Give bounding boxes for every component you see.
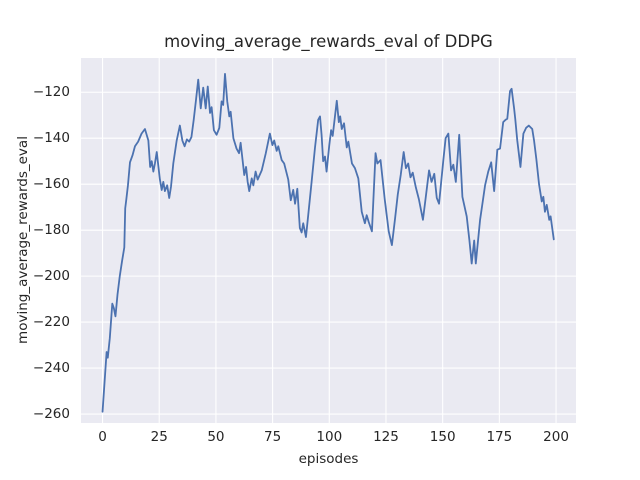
x-tick-label: 200 xyxy=(543,429,569,445)
y-axis-label: moving_average_rewards_eval xyxy=(15,136,31,344)
y-tick-label: −240 xyxy=(32,360,70,377)
series-line xyxy=(101,72,555,413)
chart-title: moving_average_rewards_eval of DDPG xyxy=(164,32,493,51)
line-plot xyxy=(81,58,576,423)
y-tick-label: −160 xyxy=(32,176,70,193)
y-tick-label: −180 xyxy=(32,222,70,239)
y-tick-label: −200 xyxy=(32,268,70,285)
x-tick-label: 50 xyxy=(207,429,225,445)
x-tick-label: 125 xyxy=(373,429,399,445)
x-tick-label: 100 xyxy=(316,429,343,445)
y-tick-label: −120 xyxy=(32,84,70,101)
y-tick-label: −140 xyxy=(32,130,70,147)
x-tick-label: 150 xyxy=(429,429,456,445)
y-tick-label: −220 xyxy=(32,314,70,331)
x-tick-label: 0 xyxy=(98,429,107,445)
x-tick-label: 175 xyxy=(486,429,513,445)
x-tick-label: 25 xyxy=(150,429,168,445)
x-tick-label: 75 xyxy=(264,429,282,445)
y-tick-label: −260 xyxy=(32,406,70,423)
x-axis-label: episodes xyxy=(298,451,359,467)
plot-area xyxy=(81,58,576,423)
